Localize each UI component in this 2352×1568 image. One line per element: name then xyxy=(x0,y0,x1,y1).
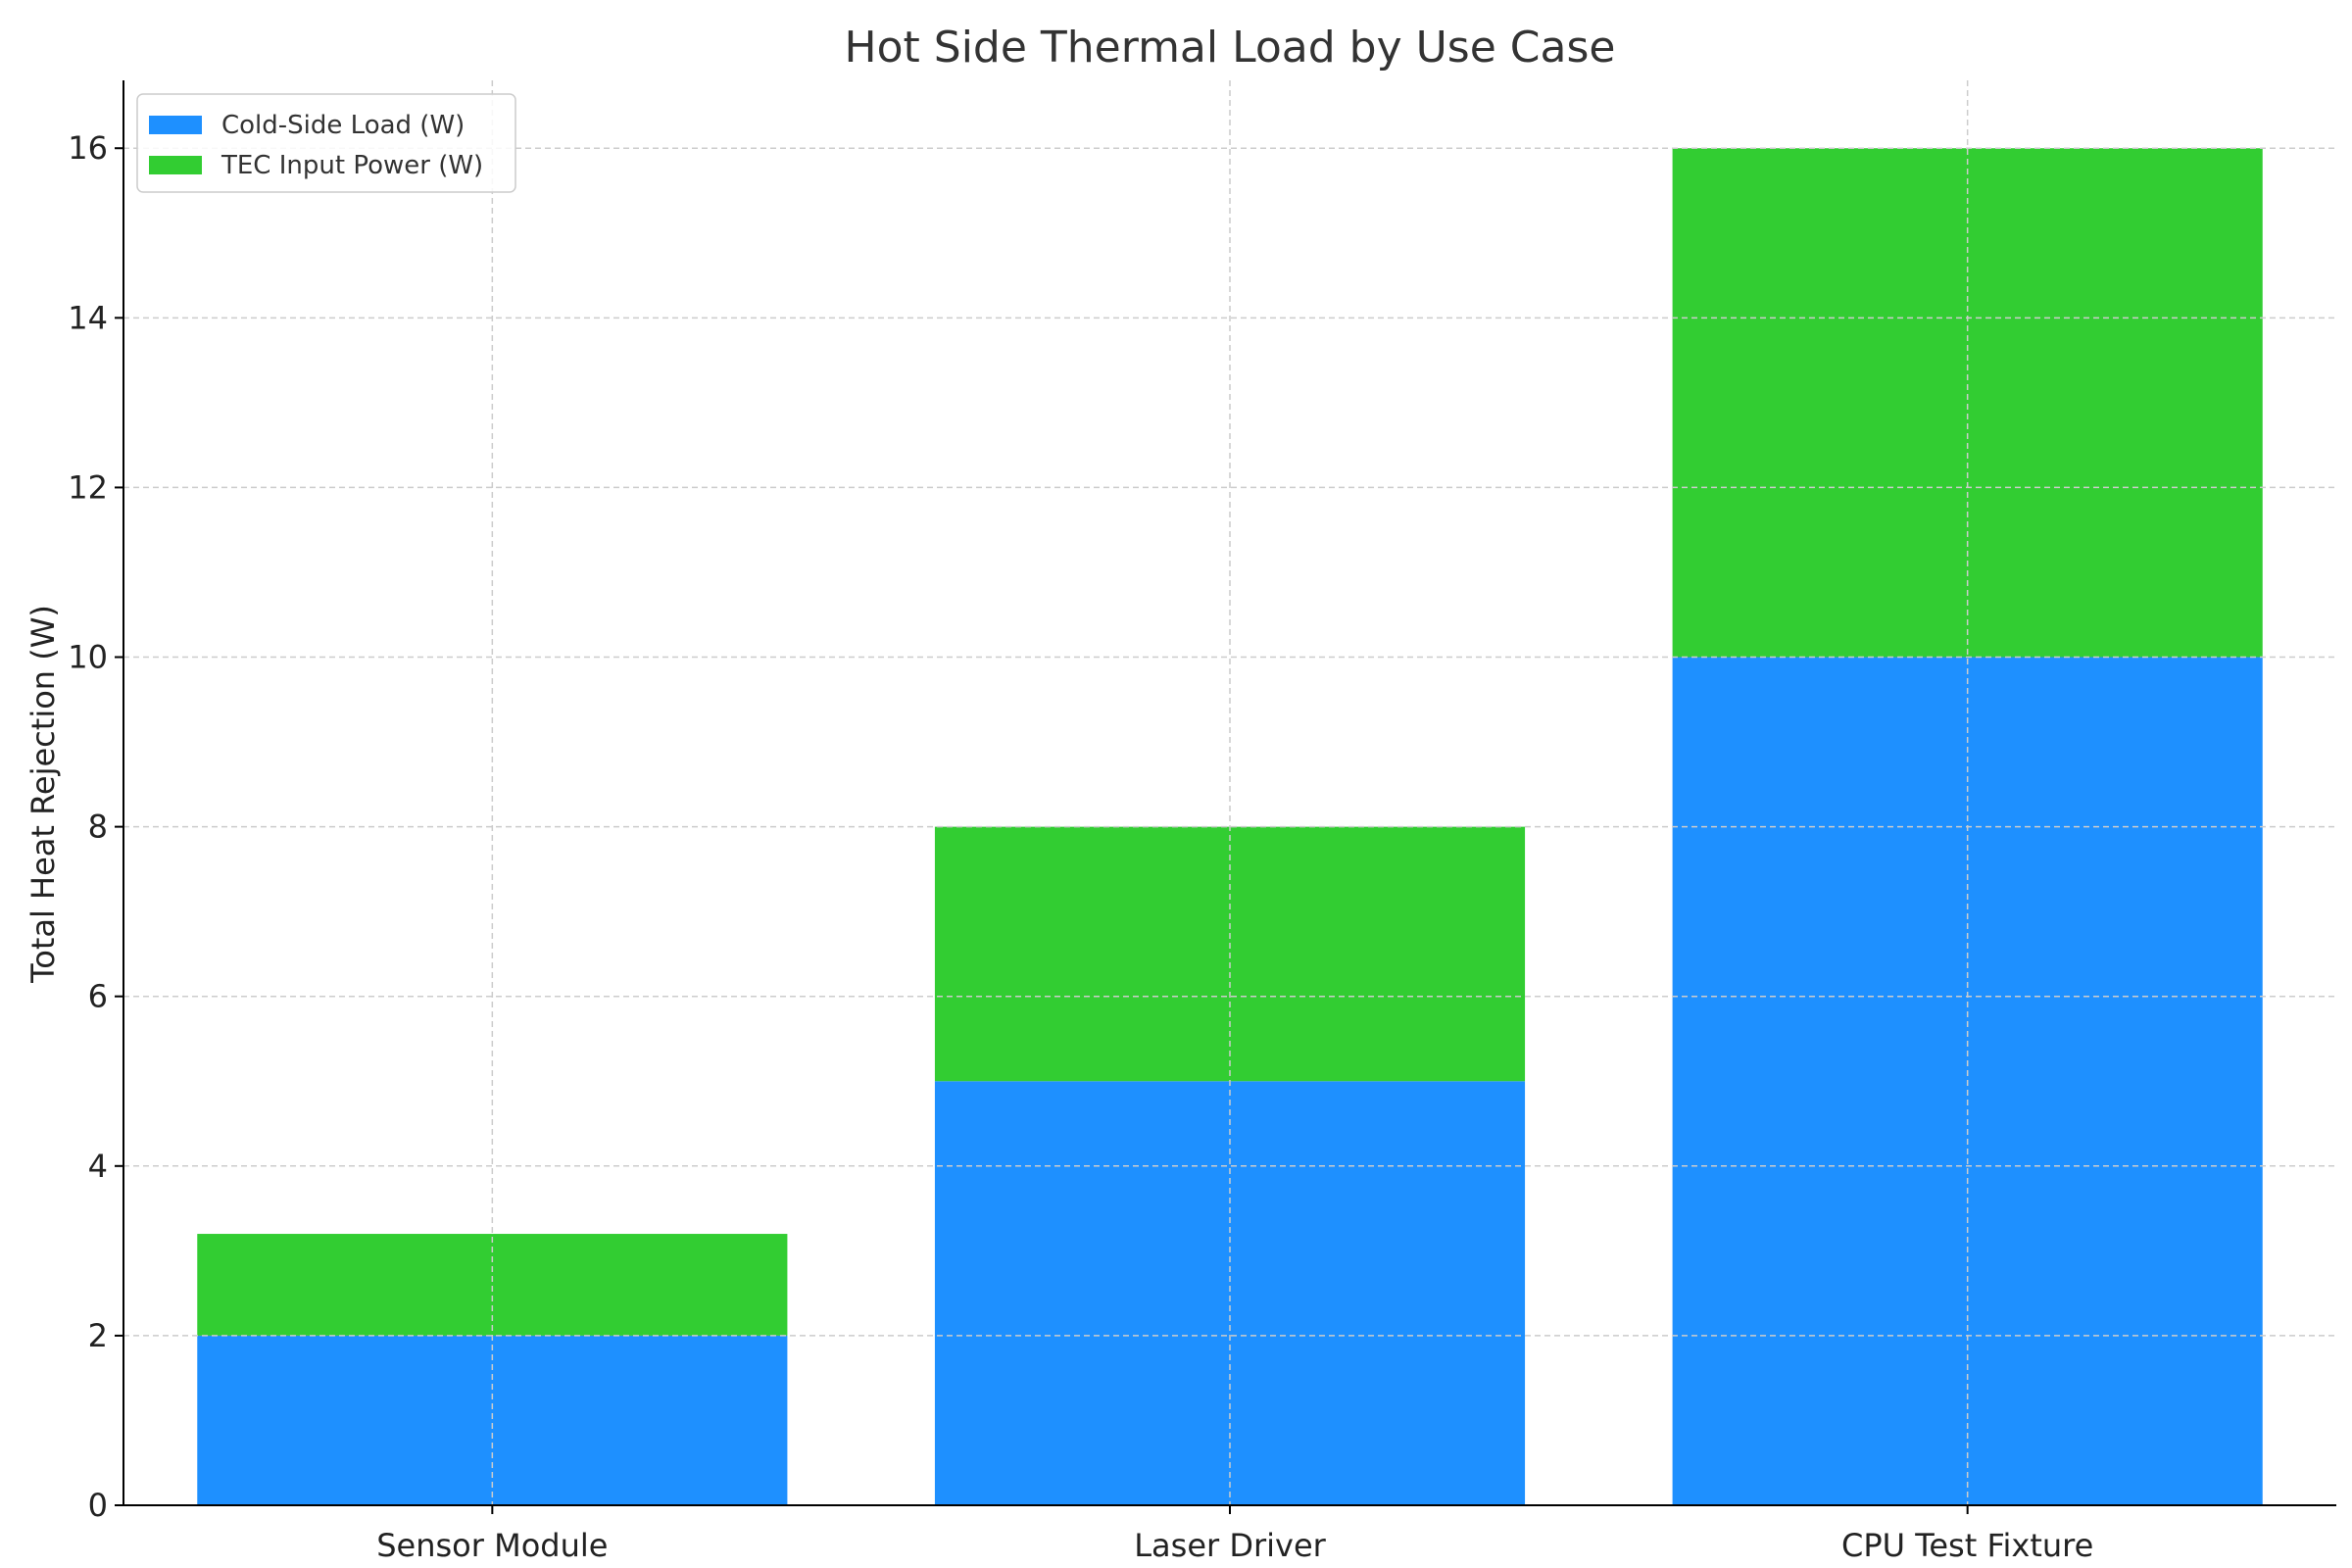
y-tick-label: 4 xyxy=(88,1148,108,1185)
x-tick-label: Sensor Module xyxy=(376,1527,608,1564)
legend-swatch xyxy=(149,156,202,174)
y-tick-label: 10 xyxy=(68,639,108,676)
grid-lines xyxy=(123,80,2336,1505)
y-tick-label: 8 xyxy=(88,808,108,846)
legend-label: TEC Input Power (W) xyxy=(220,151,483,180)
y-tick-label: 2 xyxy=(88,1317,108,1354)
y-tick-label: 16 xyxy=(68,129,108,167)
legend: Cold-Side Load (W) TEC Input Power (W) xyxy=(136,93,516,193)
y-tick-label: 12 xyxy=(68,468,108,506)
y-tick-label: 6 xyxy=(88,978,108,1015)
y-axis-label: Total Heat Rejection (W) xyxy=(24,605,62,984)
bar-segment xyxy=(197,1335,788,1505)
tick-labels: 0 2 4 6 8 10 12 14 16 Sensor Module Laser Driver CP… xyxy=(68,129,2093,1564)
x-tick-label: CPU Test Fixture xyxy=(1841,1527,2093,1564)
bar-segment xyxy=(934,1081,1526,1505)
chart-title: Hot Side Thermal Load by Use Case xyxy=(845,23,1616,73)
legend-swatch xyxy=(149,116,202,134)
y-tick-label: 0 xyxy=(88,1487,108,1524)
legend-frame xyxy=(136,93,516,193)
y-tick-label: 14 xyxy=(68,299,108,336)
legend-label: Cold-Side Load (W) xyxy=(221,111,465,140)
x-tick-label: Laser Driver xyxy=(1134,1527,1326,1564)
